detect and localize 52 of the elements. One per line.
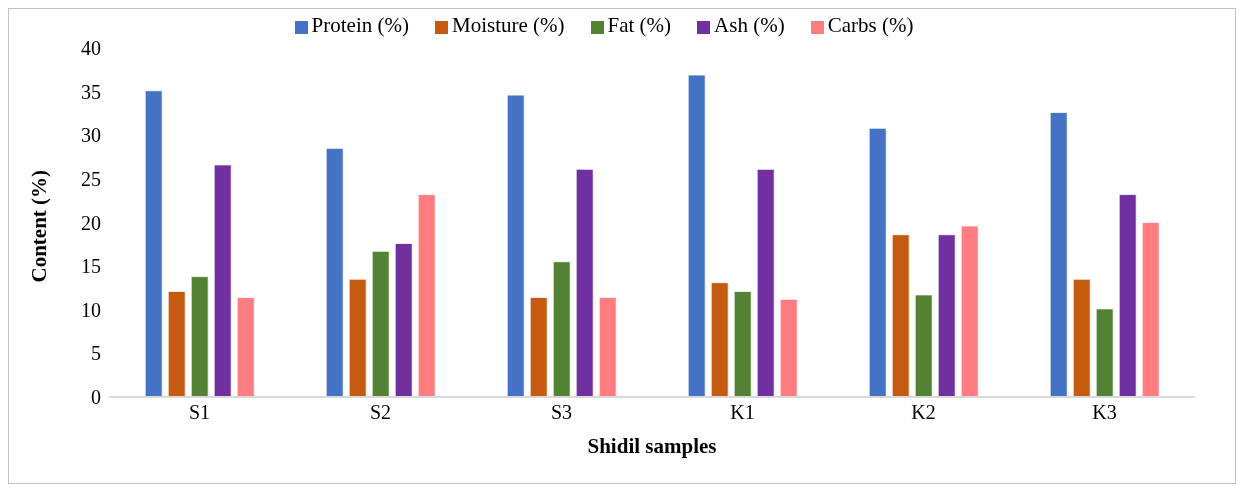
x-tick-label: S3: [550, 401, 573, 424]
bar: [529, 297, 548, 397]
bar: [506, 94, 525, 397]
bar: [167, 291, 186, 397]
legend-label: Ash (%): [714, 13, 785, 37]
bar: [236, 297, 255, 397]
bar: [937, 234, 956, 397]
bar: [348, 278, 367, 397]
bar: [1141, 222, 1160, 397]
x-tick-label: K3: [1092, 401, 1117, 424]
bar: [687, 74, 706, 397]
bar: [914, 294, 933, 397]
bar: [552, 261, 571, 397]
legend-label: Protein (%): [311, 13, 409, 37]
legend-label: Moisture (%): [451, 13, 565, 37]
y-tick-label: 30: [81, 124, 101, 147]
bar: [733, 291, 752, 397]
bar: [1118, 194, 1137, 397]
y-tick-label: 40: [81, 37, 101, 60]
bar: [710, 282, 729, 397]
y-axis-title: Content (%): [27, 169, 52, 283]
bar: [1049, 112, 1068, 397]
bar: [394, 243, 413, 397]
y-tick-label: 15: [81, 255, 101, 278]
bar: [371, 250, 390, 397]
bar: [325, 147, 344, 397]
x-tick-label: K2: [911, 401, 936, 424]
bar: [891, 234, 910, 397]
y-tick-label: 0: [91, 386, 101, 409]
x-axis-title: Shidil samples: [587, 434, 717, 458]
bar: [960, 225, 979, 397]
bar: [213, 164, 232, 397]
x-tick-label: S2: [369, 401, 392, 424]
bar: [779, 298, 798, 397]
y-tick-label: 25: [81, 167, 101, 190]
legend-label: Fat (%): [607, 13, 672, 37]
bar: [1072, 278, 1091, 397]
bar: [575, 168, 594, 397]
bar: [868, 127, 887, 397]
bar: [1095, 308, 1114, 397]
bar: [190, 276, 209, 397]
y-tick-label: 35: [81, 80, 101, 103]
y-tick-label: 5: [91, 342, 101, 365]
x-tick-label: S1: [188, 401, 211, 424]
x-tick-label: K1: [730, 401, 755, 424]
y-tick-label: 10: [81, 298, 101, 321]
bar: [598, 297, 617, 397]
y-tick-label: 20: [81, 211, 101, 234]
bar: [417, 194, 436, 397]
legend-label: Carbs (%): [827, 13, 914, 37]
bar: [756, 168, 775, 397]
bar: [144, 90, 163, 397]
